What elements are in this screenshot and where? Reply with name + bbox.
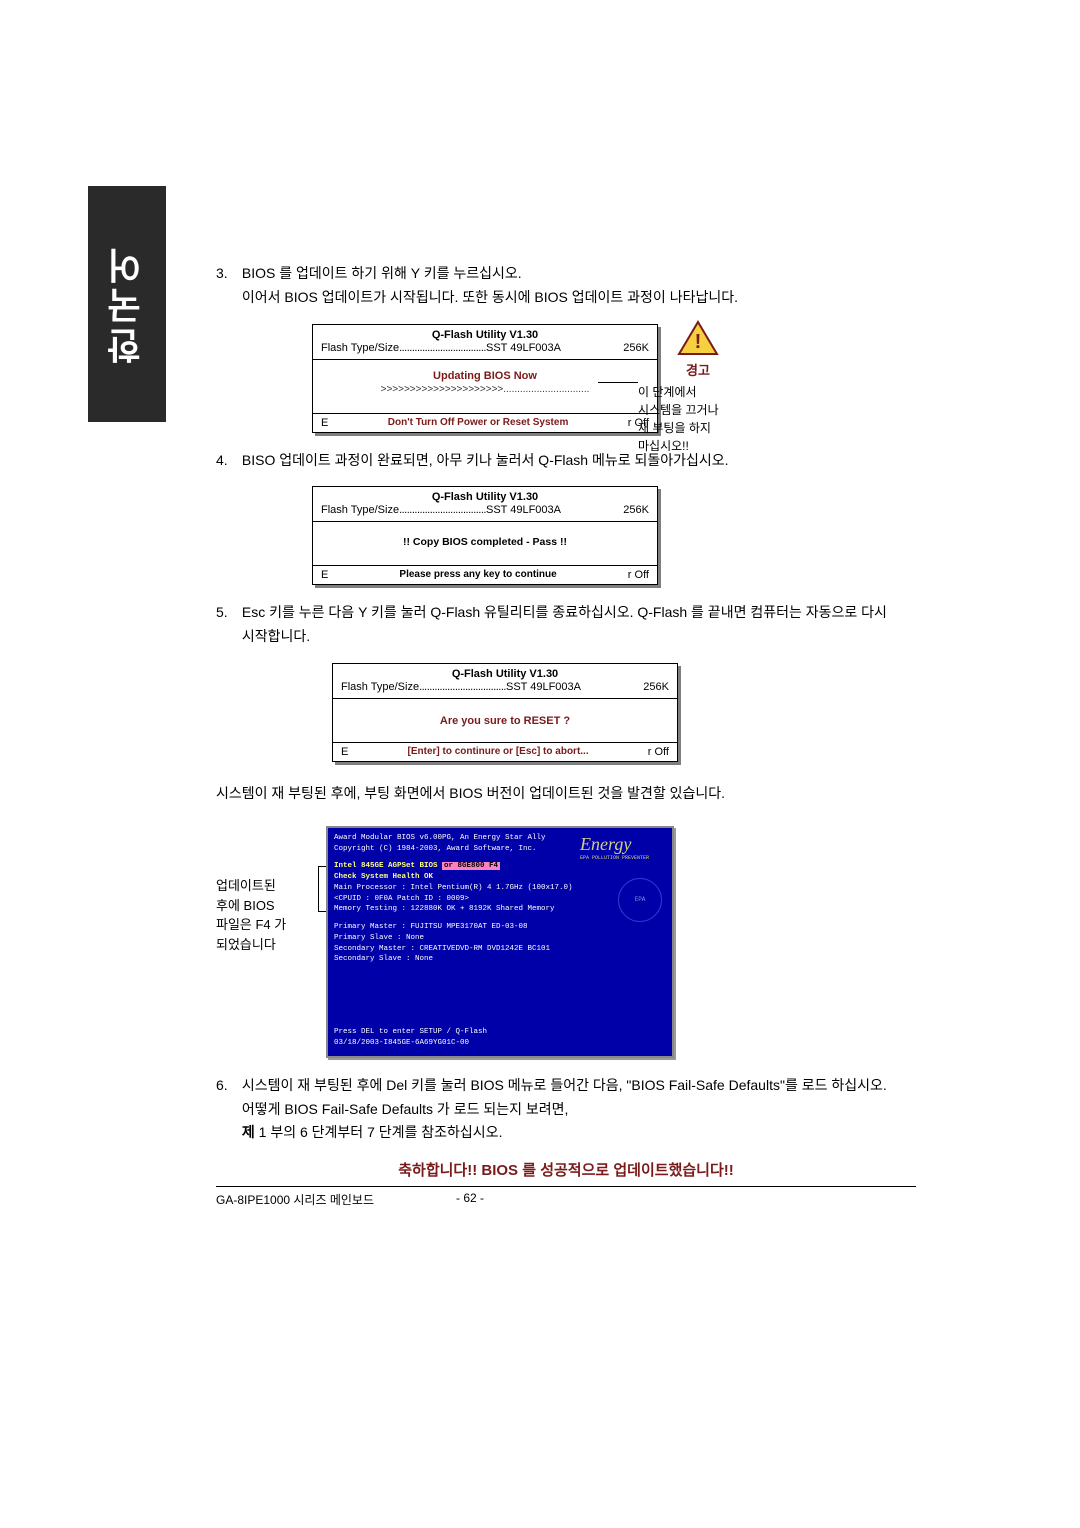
step-3-body: BIOS 를 업데이트 하기 위해 Y 키를 누르십시오. 이어서 BIOS 업… — [242, 262, 902, 310]
qflash-progress: >>>>>>>>>>>>>>>>>>>>>...................… — [321, 384, 649, 395]
qflash-flash-val: SST 49LF003A — [486, 342, 561, 354]
qflash-flash-row-3: Flash Type/Size.........................… — [333, 681, 677, 699]
boot-energy-logo: Energy EPA POLLUTION PREVENTER — [580, 834, 666, 868]
qflash-dont-turnoff: Don't Turn Off Power or Reset System — [388, 417, 569, 429]
boot-l9: Primary Slave : None — [334, 934, 666, 944]
boot-logo-sub: EPA POLLUTION PREVENTER — [580, 855, 666, 861]
warning-label: 경고 — [638, 360, 758, 379]
sidebar-language-label: 한국어 — [101, 244, 153, 364]
qflash-footer-1: E Don't Turn Off Power or Reset System r… — [313, 414, 657, 432]
sidenote-l1: 업데이트된 — [216, 878, 276, 893]
qflash-completed-text: !! Copy BIOS completed - Pass !! — [321, 536, 649, 548]
qflash-title-3: Q-Flash Utility V1.30 — [333, 664, 677, 681]
qflash-reset-text: Are you sure to RESET ? — [341, 715, 669, 727]
boot-l7: Memory Testing : 122880K OK + 8192K Shar… — [334, 905, 666, 915]
boot-screen: Energy EPA POLLUTION PREVENTER EPA Award… — [326, 826, 674, 1058]
step-3: 3. BIOS 를 업데이트 하기 위해 Y 키를 누르십시오. 이어서 BIO… — [216, 262, 916, 310]
step-4: 4. BISO 업데이트 과정이 완료되면, 아무 키나 눌러서 Q-Flash… — [216, 449, 916, 473]
boot-b2: 03/18/2003-I845GE-6A69YG01C-00 — [334, 1039, 487, 1049]
step-3-num: 3. — [216, 262, 238, 286]
svg-text:!: ! — [695, 331, 702, 353]
qflash-body-2: !! Copy BIOS completed - Pass !! — [313, 522, 657, 566]
qflash-flash-row: Flash Type/Size.........................… — [313, 342, 657, 360]
boot-bottom: Press DEL to enter SETUP / Q-Flash 03/18… — [334, 1028, 487, 1050]
main-content: 3. BIOS 를 업데이트 하기 위해 Y 키를 누르십시오. 이어서 BIO… — [216, 262, 916, 1208]
step-6: 6. 시스템이 재 부팅된 후에 Del 키를 눌러 BIOS 메뉴로 들어간 … — [216, 1074, 916, 1145]
boot-l8: Primary Master : FUJITSU MPE3170AT ED-03… — [334, 923, 666, 933]
step-3-line2: 이어서 BIOS 업데이트가 시작됩니다. 또한 동시에 BIOS 업데이트 과… — [242, 289, 738, 305]
warning-callout: ! 경고 이 단계에서 시스템을 끄거나 재 부팅을 하지 마십시오!! — [638, 320, 758, 455]
step-5-body: Esc 키를 누른 다음 Y 키를 눌러 Q-Flash 유틸리티를 종료하십시… — [242, 601, 902, 649]
warning-l3: 재 부팅을 하지 — [638, 421, 711, 435]
congrats-message: 축하합니다!! BIOS 를 성공적으로 업데이트했습니다!! — [216, 1159, 916, 1180]
boot-l4: Check System Health OK — [334, 873, 666, 883]
boot-b1: Press DEL to enter SETUP / Q-Flash — [334, 1028, 487, 1038]
qflash-body-1: Updating BIOS Now >>>>>>>>>>>>>>>>>>>>>.… — [313, 360, 657, 414]
page-footer: GA-8IPE1000 시리즈 메인보드 - 62 - — [216, 1187, 916, 1208]
step-4-num: 4. — [216, 449, 238, 473]
warning-connector-line — [598, 382, 638, 383]
warning-triangle-icon: ! — [677, 320, 719, 356]
qflash-title-2: Q-Flash Utility V1.30 — [313, 487, 657, 504]
boot-logo-text: Energy — [580, 834, 666, 855]
boot-l10: Secondary Master : CREATIVEDVD-RM DVD124… — [334, 945, 666, 955]
qflash-dots: .................................. — [399, 342, 486, 354]
step-6-body: 시스템이 재 부팅된 후에 Del 키를 눌러 BIOS 메뉴로 들어간 다음,… — [242, 1074, 902, 1145]
step-3-line1: BIOS 를 업데이트 하기 위해 Y 키를 누르십시오. — [242, 265, 522, 281]
post-step5-text: 시스템이 재 부팅된 후에, 부팅 화면에서 BIOS 버전이 업데이트된 것을… — [216, 782, 916, 806]
epa-badge-icon: EPA — [618, 878, 662, 922]
step-4-body: BISO 업데이트 과정이 완료되면, 아무 키나 눌러서 Q-Flash 메뉴… — [242, 449, 902, 473]
step-6-bold: 제 — [242, 1124, 255, 1140]
step-5: 5. Esc 키를 누른 다음 Y 키를 눌러 Q-Flash 유틸리티를 종료… — [216, 601, 916, 649]
warning-l4: 마십시오!! — [638, 439, 689, 453]
sidebar-tab: 한국어 — [88, 186, 166, 422]
qflash-footer-e: E — [321, 417, 328, 429]
warning-l2: 시스템을 끄거나 — [638, 403, 719, 417]
step-6-num: 6. — [216, 1074, 238, 1098]
qflash-flash-label: Flash Type/Size — [321, 342, 399, 354]
footer-product: GA-8IPE1000 시리즈 메인보드 — [216, 1191, 456, 1208]
qflash-footer-2: E Please press any key to continue r Off — [313, 566, 657, 584]
step-6-line2: 1 부의 6 단계부터 7 단계를 참조하십시오. — [255, 1124, 503, 1140]
qflash-enter-esc: [Enter] to continure or [Esc] to abort..… — [408, 746, 589, 758]
qflash-title: Q-Flash Utility V1.30 — [313, 325, 657, 342]
boot-l11: Secondary Slave : None — [334, 955, 666, 965]
footer-page-num: - 62 - — [456, 1191, 484, 1208]
qflash-body-3: Are you sure to RESET ? — [333, 699, 677, 743]
step-6-line1: 시스템이 재 부팅된 후에 Del 키를 눌러 BIOS 메뉴로 들어간 다음,… — [242, 1077, 887, 1117]
sidenote-l3: 파일은 F4 가 — [216, 917, 286, 932]
qflash-press-key: Please press any key to continue — [399, 569, 556, 581]
boot-l5: Main Processor : Intel Pentium(R) 4 1.7G… — [334, 884, 666, 894]
warning-l1: 이 단계에서 — [638, 385, 697, 399]
step-5-num: 5. — [216, 601, 238, 625]
update-side-note: 업데이트된 후에 BIOS 파일은 F4 가 되었습니다 — [216, 876, 316, 954]
sidenote-l2: 후에 BIOS — [216, 898, 275, 913]
qflash-box-completed: Q-Flash Utility V1.30 Flash Type/Size...… — [312, 486, 658, 585]
qflash-flash-row-2: Flash Type/Size.........................… — [313, 504, 657, 522]
boot-bios-version-highlight: or 8GE800 F4 — [442, 862, 500, 870]
qflash-box-reset: Q-Flash Utility V1.30 Flash Type/Size...… — [332, 663, 678, 762]
qflash-updating-text: Updating BIOS Now — [321, 370, 649, 382]
warning-text: 이 단계에서 시스템을 끄거나 재 부팅을 하지 마십시오!! — [638, 383, 758, 455]
qflash-box-updating: Q-Flash Utility V1.30 Flash Type/Size...… — [312, 324, 658, 433]
sidenote-l4: 되었습니다 — [216, 937, 276, 952]
qflash-footer-3: E [Enter] to continure or [Esc] to abort… — [333, 743, 677, 761]
boot-l6: <CPUID : 0F0A Patch ID : 0009> — [334, 895, 666, 905]
